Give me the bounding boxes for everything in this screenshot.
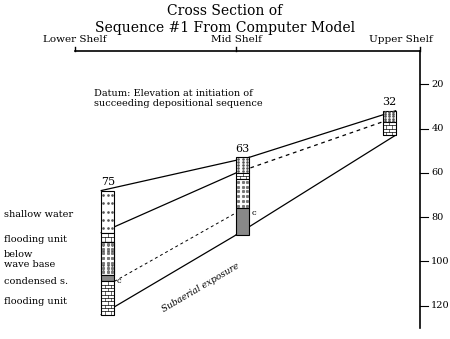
Bar (236, 173, 249, 179)
Text: flooding unit: flooding unit (4, 235, 67, 244)
Text: Lower Shelf: Lower Shelf (43, 35, 107, 44)
Bar (236, 208, 249, 235)
Text: below
wave base: below wave base (4, 250, 55, 269)
Bar (101, 281, 114, 315)
Text: Mid Shelf: Mid Shelf (211, 35, 262, 44)
Text: Datum: Elevation at initiation of
succeeding depositional sequence: Datum: Elevation at initiation of succee… (94, 88, 262, 108)
Text: 60: 60 (431, 168, 444, 177)
Text: 20: 20 (431, 80, 444, 89)
Text: Cross Section of
Sequence #1 From Computer Model: Cross Section of Sequence #1 From Comput… (95, 4, 355, 35)
Bar (382, 122, 396, 135)
Bar (101, 241, 114, 275)
Text: 120: 120 (431, 301, 450, 310)
Text: 40: 40 (431, 124, 444, 133)
Text: flooding unit: flooding unit (4, 297, 67, 306)
Text: c: c (116, 277, 121, 285)
Text: c: c (251, 209, 256, 217)
Bar (101, 191, 114, 233)
Bar (101, 233, 114, 241)
Bar (382, 111, 396, 122)
Bar (236, 157, 249, 173)
Bar (236, 179, 249, 208)
Text: Subaerial exposure: Subaerial exposure (161, 261, 241, 314)
Text: 63: 63 (236, 144, 250, 154)
Text: shallow water: shallow water (4, 211, 73, 219)
Bar (101, 275, 114, 281)
Text: condensed s.: condensed s. (4, 277, 68, 286)
Bar (101, 241, 114, 275)
Text: 80: 80 (431, 213, 444, 222)
Text: 100: 100 (431, 257, 450, 266)
Text: 75: 75 (101, 177, 115, 187)
Text: Upper Shelf: Upper Shelf (369, 35, 433, 44)
Text: 32: 32 (382, 97, 396, 107)
